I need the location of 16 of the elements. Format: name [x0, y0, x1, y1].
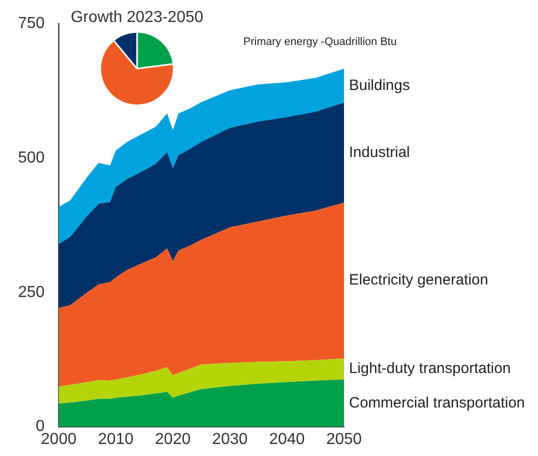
- chart-title: Growth 2023-2050: [70, 9, 204, 26]
- y-tick-label: 250: [18, 284, 45, 301]
- series-label: Electricity generation: [349, 272, 488, 289]
- series-label: Buildings: [349, 76, 410, 94]
- series-label: Industrial: [349, 144, 410, 161]
- x-tick-label: 2010: [98, 430, 134, 448]
- x-tick-label: 2030: [212, 430, 248, 448]
- series-label: Light-duty transportation: [349, 360, 511, 378]
- y-tick-label: 500: [18, 149, 45, 166]
- x-tick-label: 2050: [326, 430, 362, 448]
- y-tick-label: 750: [18, 15, 45, 32]
- x-tick-label: 2040: [269, 430, 305, 448]
- x-tick-label: 2020: [155, 430, 191, 448]
- x-tick-label: 2000: [40, 430, 77, 448]
- text: Primary energy -Quadrillion Btu: [243, 36, 397, 48]
- series-label: Commercial transportation: [349, 394, 525, 412]
